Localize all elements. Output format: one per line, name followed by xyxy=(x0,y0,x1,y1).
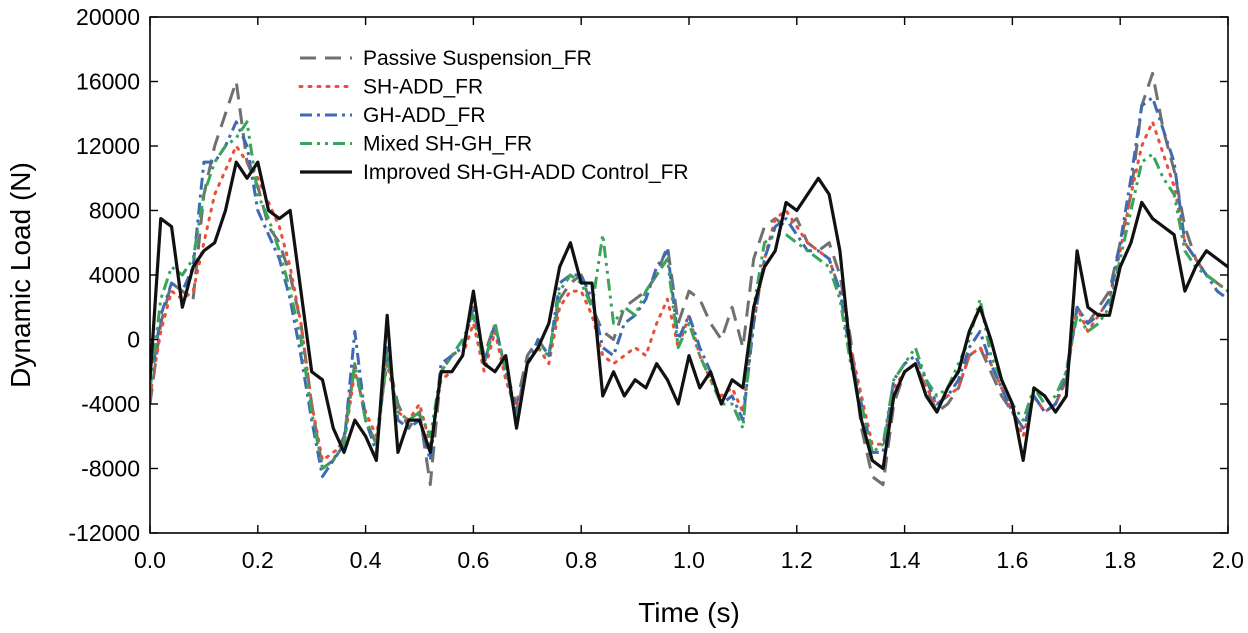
x-tick-label: 1.6 xyxy=(996,547,1028,573)
x-axis-title: Time (s) xyxy=(638,597,740,628)
x-tick-label: 0.8 xyxy=(565,547,597,573)
x-tick-label: 1.4 xyxy=(889,547,921,573)
legend-label: SH-ADD_FR xyxy=(363,76,483,99)
x-tick-label: 1.2 xyxy=(781,547,813,573)
legend-label: Mixed SH-GH_FR xyxy=(363,133,532,156)
y-tick-label: 4000 xyxy=(89,262,140,288)
legend: Passive Suspension_FR SH-ADD_FR GH-ADD_FR M… xyxy=(298,47,689,184)
y-axis-title: Dynamic Load (N) xyxy=(5,162,36,388)
y-tick-label: 0 xyxy=(127,327,140,353)
legend-label: Passive Suspension_FR xyxy=(363,47,592,70)
x-tick-label: 0.0 xyxy=(134,547,166,573)
series-line-gh-add-fr xyxy=(150,96,1228,479)
y-tick-label: -4000 xyxy=(81,391,140,417)
legend-label: GH-ADD_FR xyxy=(363,104,486,127)
series-line-passive-suspension-fr xyxy=(150,71,1228,487)
y-tick-label: 8000 xyxy=(89,198,140,224)
y-tick-label: 12000 xyxy=(76,133,140,159)
y-axis: -12000 -8000 -4000 0 4000 8000 12000 16000 20000 xyxy=(68,4,1228,546)
x-tick-label: 0.4 xyxy=(350,547,382,573)
x-axis: 0.0 0.2 0.4 0.6 0.8 1.0 1.2 1.4 1.6 1.8 2.0 xyxy=(134,17,1244,573)
legend-label: Improved SH-GH-ADD Control_FR xyxy=(363,161,689,184)
y-tick-label: -12000 xyxy=(68,520,140,546)
y-tick-label: -8000 xyxy=(81,456,140,482)
x-tick-label: 0.2 xyxy=(242,547,274,573)
x-tick-label: 0.6 xyxy=(457,547,489,573)
y-tick-label: 20000 xyxy=(76,4,140,30)
x-tick-label: 1.0 xyxy=(673,547,705,573)
x-tick-label: 1.8 xyxy=(1104,547,1136,573)
plot-frame xyxy=(149,16,1229,534)
series-line-improved-sh-gh-add-control-fr xyxy=(150,160,1228,471)
y-tick-label: 16000 xyxy=(76,69,140,95)
x-tick-label: 2.0 xyxy=(1212,547,1244,573)
series-layer xyxy=(150,71,1228,487)
